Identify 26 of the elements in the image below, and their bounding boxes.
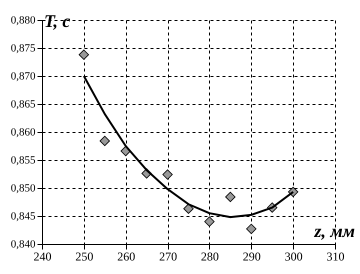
x-tick-label: 300: [284, 250, 303, 264]
y-tick-label: 0,850: [10, 182, 36, 194]
point: [225, 192, 236, 202]
y-tick-label: 0,855: [10, 154, 36, 166]
y-tick-label: 0,870: [10, 70, 36, 82]
x-tick-label: 290: [242, 250, 261, 264]
y-tick-label: 0,875: [10, 42, 36, 54]
y-tick-label: 0,845: [10, 210, 36, 222]
y-tick-label: 0,865: [10, 98, 36, 110]
point: [183, 204, 194, 214]
point: [78, 50, 89, 60]
x-tick-label: 240: [34, 250, 52, 264]
x-tick-label: 310: [326, 250, 344, 264]
point: [246, 224, 256, 234]
x-tick-label: 260: [117, 250, 136, 264]
point: [204, 216, 215, 227]
x-tick-label: 270: [159, 250, 178, 264]
point: [100, 136, 110, 146]
x-axis-title: z, мм: [313, 221, 355, 241]
x-tick-label: 250: [75, 250, 94, 264]
y-tick-label: 0,880: [10, 14, 36, 26]
y-tick-label: 0,840: [10, 238, 36, 250]
y-axis-title: T, с: [44, 11, 70, 31]
x-tick-label: 280: [200, 250, 219, 264]
point: [162, 169, 173, 180]
y-tick-label: 0,860: [10, 126, 36, 138]
